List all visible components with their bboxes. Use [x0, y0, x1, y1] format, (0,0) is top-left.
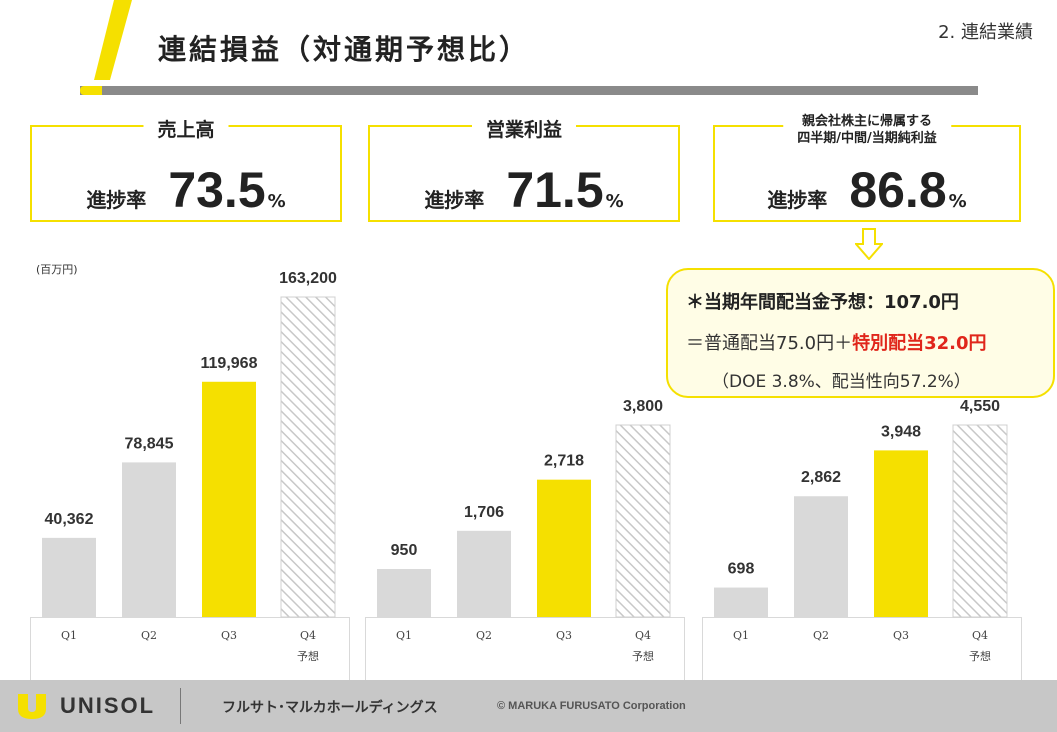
dividend-regular: ＝普通配当75.0円＋ — [686, 333, 853, 354]
kpi-unit: % — [948, 191, 967, 212]
chart-operating-profit-svg: 950 Q1 1,706 Q2 2,718 Q3 3,800 Q4 予想 — [377, 398, 671, 663]
page-title: 連結損益（対通期予想比） — [158, 33, 531, 66]
axis-frame-operating-profit — [365, 617, 685, 680]
data-label-q3: 119,968 — [201, 355, 258, 372]
bar-q3 — [202, 381, 256, 617]
data-label-q3: 3,948 — [881, 423, 921, 440]
tick-label-q4: Q4 — [972, 629, 988, 642]
kpi-caption: 進捗率 — [767, 188, 828, 212]
kpi-label-net-income-line1: 親会社株主に帰属する — [801, 114, 932, 129]
bar-q4 — [952, 424, 1008, 618]
bar-q1 — [42, 537, 96, 617]
chart-net-income: 698 Q1 2,862 Q2 3,948 Q3 4,550 Q4 予想 — [702, 250, 1022, 680]
data-label-q1: 40,362 — [45, 511, 94, 528]
footer-copyright: © MARUKA FURUSATO Corporation — [497, 700, 686, 712]
tick-label-q2: Q2 — [476, 629, 492, 642]
data-label-q3: 2,718 — [544, 453, 584, 470]
tick-label-q1: Q1 — [733, 629, 749, 642]
kpi-caption: 進捗率 — [86, 188, 147, 212]
down-arrow-icon — [855, 228, 883, 260]
bar-q3 — [537, 479, 591, 617]
chart-net-income-svg: 698 Q1 2,862 Q2 3,948 Q3 4,550 Q4 予想 — [714, 398, 1008, 663]
footer-bar: UNISOL フルサト･マルカホールディングス © MARUKA FURUSAT… — [0, 680, 1057, 732]
kpi-value-net-income: 86.8 — [849, 162, 947, 218]
unit-label: (百万円) — [36, 263, 78, 276]
chart-sales-svg: 40,362 Q1 78,845 Q2 119,968 Q3 163,200 Q4 予想 — [42, 270, 337, 663]
kpi-caption: 進捗率 — [424, 188, 485, 212]
data-label-q2: 2,862 — [801, 469, 841, 486]
kpi-value-sales: 73.5 — [168, 162, 266, 218]
kpi-unit: % — [605, 191, 624, 212]
dividend-breakdown: ＝普通配当75.0円＋特別配当32.0円 — [686, 329, 987, 355]
tick-label-q2: Q2 — [813, 629, 829, 642]
section-label: 2. 連結業績 — [938, 22, 1033, 43]
kpi-box-net-income: 親会社株主に帰属する 四半期/中間/当期純利益 進捗率 86.8 % — [713, 113, 1021, 222]
kpi-label-operating-profit: 営業利益 — [471, 115, 577, 142]
dividend-forecast: ＊当期年間配当金予想：107.0円 — [686, 292, 959, 313]
tick-label-q2: Q2 — [141, 629, 157, 642]
bar-q1 — [377, 569, 431, 617]
kpi-box-operating-profit: 営業利益 進捗率 71.5 % — [368, 115, 680, 222]
dividend-callout: ＊当期年間配当金予想：107.0円 ＝普通配当75.0円＋特別配当32.0円 （… — [666, 268, 1055, 398]
tick-sublabel-forecast: 予想 — [297, 649, 319, 663]
tick-label-q3: Q3 — [556, 629, 572, 642]
tick-label-q4: Q4 — [635, 629, 651, 642]
title-divider — [80, 86, 978, 95]
footer-company: フルサト･マルカホールディングス — [222, 700, 438, 716]
bar-q1 — [714, 587, 768, 617]
kpi-label-sales: 売上高 — [143, 115, 229, 142]
axis-frame-sales — [30, 617, 350, 680]
data-label-q2: 78,845 — [125, 435, 174, 452]
kpi-label-net-income: 親会社株主に帰属する 四半期/中間/当期純利益 — [783, 113, 951, 147]
kpi-value-operating-profit: 71.5 — [506, 162, 604, 218]
tick-label-q4: Q4 — [300, 629, 316, 642]
tick-label-q3: Q3 — [221, 629, 237, 642]
kpi-label-net-income-line2: 四半期/中間/当期純利益 — [797, 131, 937, 146]
bar-q2 — [122, 462, 176, 617]
data-label-q1: 698 — [728, 561, 755, 578]
data-label-q1: 950 — [391, 542, 418, 559]
chart-operating-profit: 950 Q1 1,706 Q2 2,718 Q3 3,800 Q4 予想 — [365, 250, 685, 680]
tick-label-q3: Q3 — [893, 629, 909, 642]
data-label-q2: 1,706 — [464, 504, 504, 521]
footer-brand: UNISOL — [60, 693, 156, 718]
tick-label-q1: Q1 — [396, 629, 412, 642]
data-label-q4: 3,800 — [623, 398, 663, 415]
dividend-ratios: （DOE 3.8%、配当性向57.2%） — [712, 372, 971, 392]
dividend-special: 特別配当32.0円 — [852, 333, 987, 354]
footer-separator — [180, 688, 181, 724]
data-label-q4: 4,550 — [960, 398, 1000, 415]
kpi-box-sales: 売上高 進捗率 73.5 % — [30, 115, 342, 222]
data-label-q4: 163,200 — [279, 270, 337, 287]
chart-sales: 40,362 Q1 78,845 Q2 119,968 Q3 163,200 Q4 予想 — [30, 250, 350, 680]
kpi-unit: % — [267, 191, 286, 212]
accent-slash-graphic — [94, 0, 132, 80]
bar-q2 — [794, 496, 848, 617]
tick-sublabel-forecast: 予想 — [969, 649, 991, 663]
bar-q4 — [280, 296, 336, 618]
tick-sublabel-forecast: 予想 — [632, 649, 654, 663]
bar-q2 — [457, 530, 511, 617]
bar-q4 — [615, 424, 671, 618]
title-divider-accent — [80, 86, 102, 95]
bar-q3 — [874, 450, 928, 617]
tick-label-q1: Q1 — [61, 629, 77, 642]
unisol-logo-icon — [18, 694, 46, 719]
axis-frame-net-income — [702, 617, 1022, 680]
